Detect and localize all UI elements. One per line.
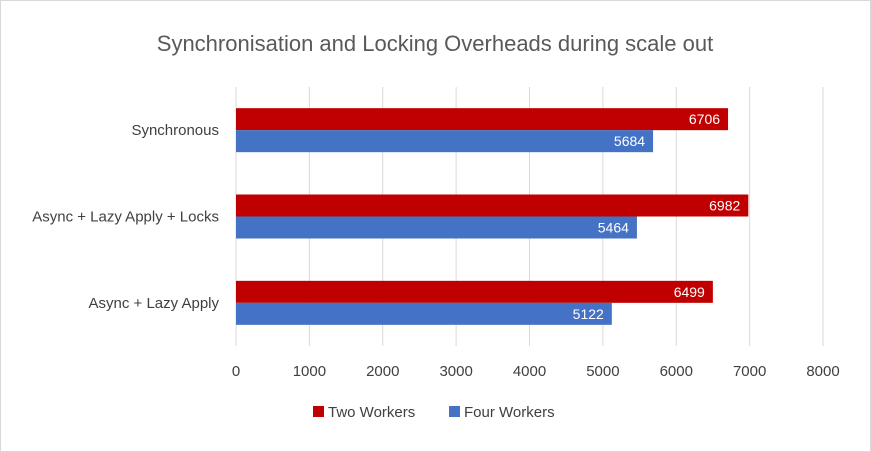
bar-two-workers <box>236 194 749 217</box>
x-tick-label: 1000 <box>293 363 326 380</box>
bar-data-label: 6499 <box>674 284 705 300</box>
bar-data-label: 5122 <box>573 306 604 322</box>
x-tick-label: 5000 <box>586 363 619 380</box>
chart-title: Synchronisation and Locking Overheads du… <box>157 31 713 56</box>
x-tick-label: 3000 <box>439 363 472 380</box>
category-labels: Synchronous Async + Lazy Apply + Locks Asy… <box>32 122 219 312</box>
legend-swatch <box>313 406 324 417</box>
x-tick-label: 7000 <box>733 363 766 380</box>
x-tick-label: 0 <box>232 363 240 380</box>
legend: Two Workers Four Workers <box>313 404 555 421</box>
category-label: Synchronous <box>131 122 219 139</box>
bar-four-workers <box>236 130 654 153</box>
category-label: Async + Lazy Apply <box>89 295 220 312</box>
bars: 6706 5684 6982 5464 6499 5122 <box>236 108 749 325</box>
bar-data-label: 6982 <box>709 198 740 214</box>
x-tick-label: 6000 <box>660 363 693 380</box>
legend-label: Four Workers <box>464 404 555 421</box>
legend-label: Two Workers <box>328 404 415 421</box>
legend-swatch <box>449 406 460 417</box>
x-tick-label: 4000 <box>513 363 546 380</box>
bar-data-label: 6706 <box>689 111 720 127</box>
category-label: Async + Lazy Apply + Locks <box>32 209 219 226</box>
bar-data-label: 5684 <box>614 133 645 149</box>
bar-data-label: 5464 <box>598 220 629 236</box>
x-tick-label: 8000 <box>806 363 839 380</box>
x-axis-tick-labels: 0 1000 2000 3000 4000 5000 6000 7000 8000 <box>232 363 840 380</box>
bar-two-workers <box>236 108 729 131</box>
bar-four-workers <box>236 302 612 325</box>
bar-two-workers <box>236 280 713 303</box>
x-tick-label: 2000 <box>366 363 399 380</box>
bar-four-workers <box>236 216 637 239</box>
